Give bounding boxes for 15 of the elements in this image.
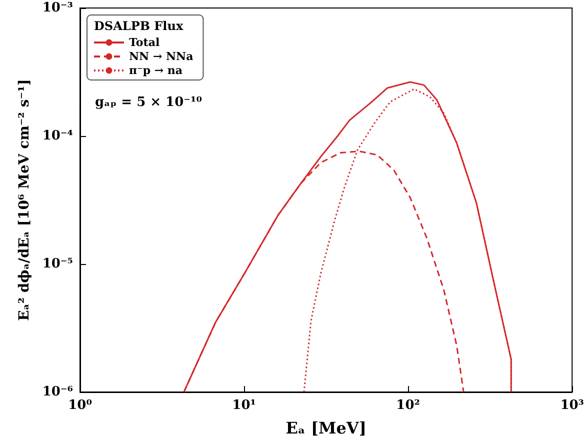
x-tick-label: 10² bbox=[396, 398, 420, 413]
annotation: gₐₚ = 5 × 10⁻¹⁰ bbox=[95, 95, 202, 110]
legend-label: NN → NNa bbox=[129, 50, 194, 63]
y-tick-label: 10⁻⁵ bbox=[42, 256, 74, 272]
legend-label: Total bbox=[129, 36, 160, 49]
legend-label: π⁻p → na bbox=[129, 64, 183, 77]
x-axis-title: Eₐ [MeV] bbox=[286, 418, 366, 438]
x-tick-label: 10¹ bbox=[232, 398, 256, 413]
y-tick-label: 10⁻⁴ bbox=[42, 128, 74, 144]
y-tick-label: 10⁻³ bbox=[42, 0, 74, 16]
legend-title: DSALPB Flux bbox=[94, 19, 184, 33]
y-axis-title: Eₐ² dϕₐ/dEₐ [10⁶ MeV cm⁻² s⁻¹] bbox=[16, 79, 32, 321]
x-tick-label: 10³ bbox=[560, 398, 584, 413]
y-tick-label: 10⁻⁶ bbox=[42, 384, 74, 400]
x-tick-label: 10⁰ bbox=[68, 398, 92, 413]
